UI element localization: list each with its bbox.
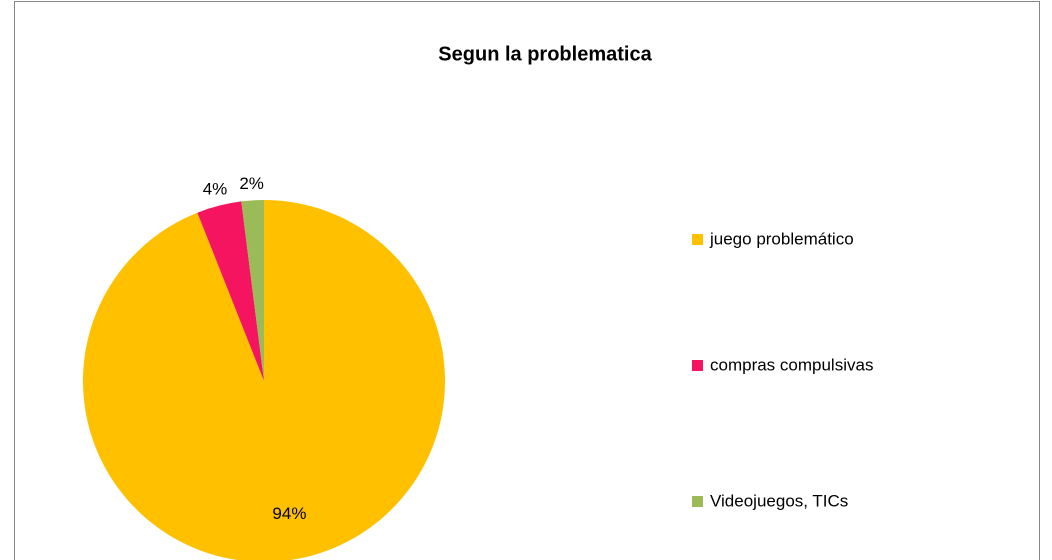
- data-label: 94%: [272, 504, 306, 523]
- legend-label: compras compulsivas: [710, 355, 873, 374]
- legend-swatch: [692, 360, 703, 371]
- pie-slice: [241, 200, 264, 381]
- legend-label: juego problemático: [709, 229, 854, 248]
- legend-label: Videojuegos, TICs: [710, 491, 848, 510]
- legend-swatch: [692, 234, 703, 245]
- data-label: 2%: [239, 174, 264, 193]
- legend-swatch: [692, 496, 703, 507]
- pie-slice: [83, 200, 445, 560]
- pie-slice: [197, 201, 264, 381]
- data-label: 4%: [203, 180, 228, 199]
- chart-title: Segun la problematica: [438, 43, 652, 65]
